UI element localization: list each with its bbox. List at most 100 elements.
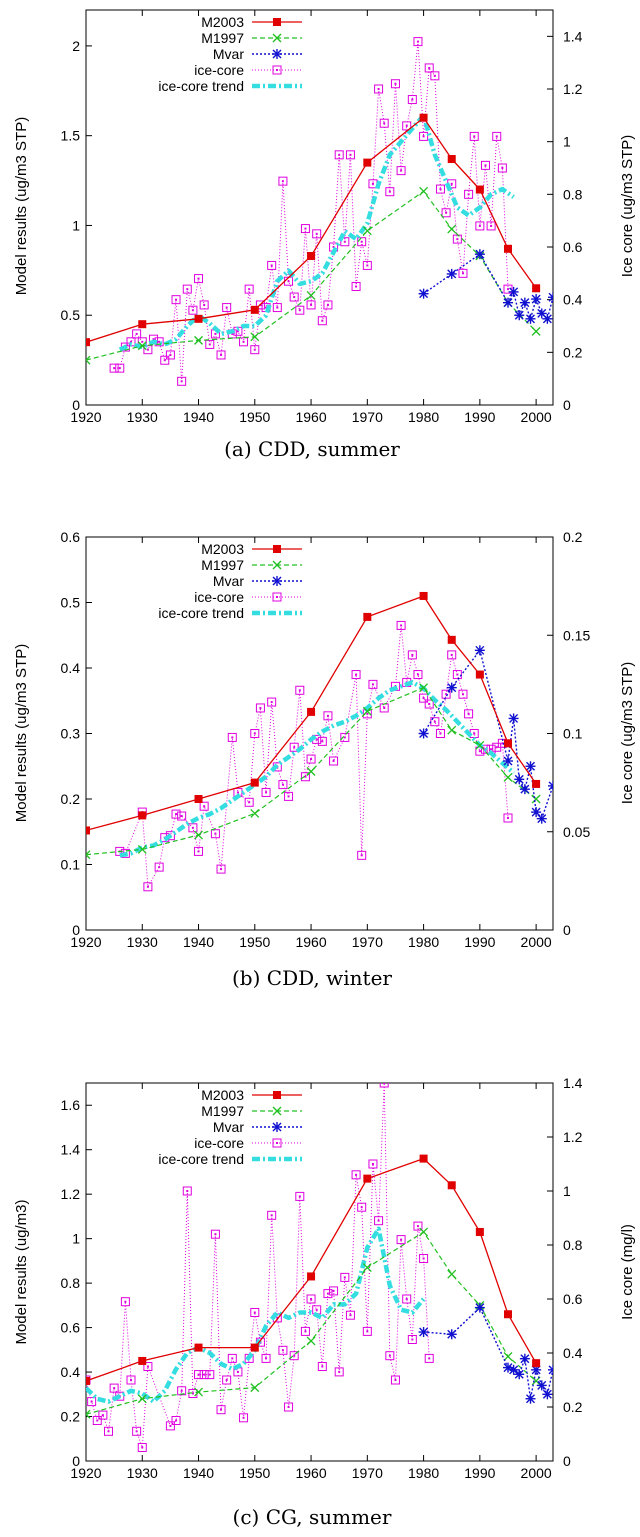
panel-caption: (a) CDD, summer bbox=[224, 437, 400, 461]
y-tick-label: 0.4 bbox=[61, 660, 81, 676]
m1997-point bbox=[419, 186, 429, 196]
ice-core-point bbox=[306, 300, 316, 310]
ice-core-point bbox=[250, 345, 260, 355]
m1997-point bbox=[250, 808, 260, 818]
y-tick-label: 0.1 bbox=[61, 857, 81, 873]
ice-core-point bbox=[419, 1254, 429, 1263]
m2003-point bbox=[363, 1174, 372, 1183]
m1997-point bbox=[362, 226, 372, 236]
mvar-point bbox=[446, 1329, 457, 1340]
y2-tick-label: 0 bbox=[563, 1453, 571, 1469]
ice-core-point bbox=[227, 732, 237, 742]
ice-core-point bbox=[143, 345, 153, 355]
ice-core-point bbox=[171, 1416, 181, 1425]
panel-cg-summer: Model results (ug/m3) Ice core (mg/l) (c… bbox=[13, 1075, 636, 1529]
m1997-line bbox=[86, 1231, 537, 1415]
plot-area bbox=[86, 1083, 553, 1452]
legend-marker bbox=[272, 1138, 282, 1148]
y-tick-label: 0.8 bbox=[61, 1275, 81, 1291]
ice-core-point bbox=[284, 791, 294, 801]
ice-core-point bbox=[424, 699, 434, 709]
legend-label: M2003 bbox=[201, 541, 244, 557]
ice-core-point bbox=[441, 208, 451, 218]
ice-core-point bbox=[424, 1353, 434, 1363]
ice-core-point bbox=[278, 1345, 288, 1355]
legend-marker bbox=[272, 65, 282, 75]
ice-core-point bbox=[424, 63, 434, 73]
ice-core-point bbox=[132, 1426, 142, 1436]
m2003-point bbox=[503, 739, 512, 748]
mvar-point bbox=[525, 313, 536, 324]
ice-core-point bbox=[216, 1405, 226, 1415]
y2-tick-label: 1.4 bbox=[563, 28, 583, 44]
ice-core-point bbox=[413, 37, 423, 47]
y2-axis-label: Ice core (mg/l) bbox=[619, 1224, 636, 1320]
m2003-point bbox=[419, 1154, 428, 1163]
panel-caption: (b) CDD, winter bbox=[232, 966, 392, 990]
m1997-point bbox=[137, 341, 147, 351]
ice-core-point bbox=[340, 732, 350, 742]
x-tick-label: 1960 bbox=[295, 934, 326, 950]
mvar-point bbox=[531, 294, 542, 305]
legend-marker bbox=[272, 1122, 282, 1132]
legend-marker bbox=[272, 49, 282, 59]
y-tick-label: 1.4 bbox=[61, 1142, 81, 1158]
m1997-point bbox=[362, 706, 372, 716]
ice-core-point bbox=[458, 689, 468, 699]
ice-core-point bbox=[205, 1370, 215, 1380]
y2-tick-label: 0.8 bbox=[563, 186, 583, 202]
m2003-point bbox=[138, 320, 147, 329]
m2003-point bbox=[86, 338, 90, 347]
x-tick-label: 1980 bbox=[408, 1465, 439, 1481]
ice-core-point bbox=[120, 1297, 130, 1307]
legend-marker bbox=[272, 560, 282, 570]
ice-core-point bbox=[402, 1294, 412, 1304]
ice-core-point bbox=[329, 1286, 339, 1296]
ice-core-point bbox=[362, 260, 372, 270]
x-tick-label: 1920 bbox=[70, 409, 101, 425]
legend-marker bbox=[273, 545, 281, 553]
ice-core-point bbox=[413, 670, 423, 680]
ice-core-point bbox=[143, 1362, 153, 1371]
m1997-point bbox=[306, 291, 316, 300]
mvar-point bbox=[502, 756, 513, 767]
ice-core-point bbox=[244, 284, 254, 294]
ice-core-point bbox=[396, 1235, 406, 1245]
ice-core-point bbox=[435, 729, 445, 738]
m2003-point bbox=[447, 155, 456, 164]
ice-core-point bbox=[250, 1308, 260, 1317]
ice-core-point bbox=[452, 670, 462, 680]
x-tick-label: 2000 bbox=[521, 1465, 552, 1481]
ice-core-trend-line bbox=[86, 1226, 426, 1404]
ice-core-point bbox=[137, 1443, 147, 1452]
m2003-point bbox=[86, 826, 90, 835]
m1997-point bbox=[531, 794, 541, 804]
m1997-point bbox=[503, 772, 513, 782]
ice-core-point bbox=[368, 679, 378, 689]
ice-core-point bbox=[379, 1083, 389, 1088]
x-tick-label: 1940 bbox=[183, 1465, 214, 1481]
ice-core-point bbox=[267, 697, 277, 707]
ice-core-point bbox=[261, 1353, 271, 1363]
series-ice-core-trend bbox=[118, 113, 515, 352]
series-mvar bbox=[418, 1302, 553, 1404]
x-tick-label: 1950 bbox=[239, 934, 270, 950]
y-tick-label: 0.2 bbox=[61, 791, 81, 807]
ice-core-point bbox=[109, 363, 119, 373]
ice-core-point bbox=[199, 300, 209, 310]
series-m2003 bbox=[86, 113, 541, 347]
ice-core-point bbox=[104, 1426, 114, 1436]
panel-cdd-summer: Model results (ug/m3 STP) Ice core (ug/m… bbox=[13, 9, 636, 461]
ice-core-trend-line bbox=[119, 680, 516, 858]
mvar-point bbox=[474, 249, 485, 260]
ice-core-point bbox=[188, 305, 198, 315]
ice-core-point bbox=[368, 1159, 378, 1169]
m2003-point bbox=[363, 158, 372, 167]
ice-core-point bbox=[340, 237, 350, 247]
series-m2003 bbox=[86, 591, 541, 835]
y2-tick-label: 1.4 bbox=[563, 1075, 583, 1091]
ice-core-point bbox=[188, 823, 198, 833]
ice-core-point bbox=[480, 160, 490, 170]
m1997-point bbox=[194, 335, 203, 345]
legend-label: M2003 bbox=[201, 14, 244, 30]
